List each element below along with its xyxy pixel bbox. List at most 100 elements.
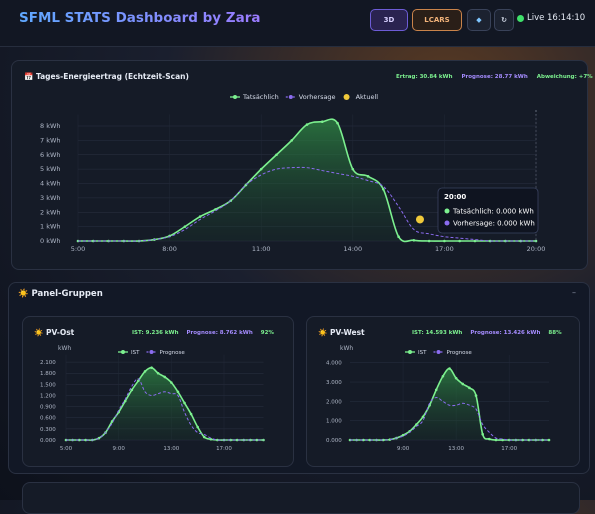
chart-title: ☀️ PV-Ost	[34, 328, 75, 337]
stats: IST: 9.236 kWh Prognose: 8.762 kWh 92%	[132, 330, 274, 336]
point	[361, 438, 365, 442]
area	[350, 368, 549, 441]
point	[351, 167, 355, 171]
point	[454, 376, 458, 380]
clock: 16:14:10	[547, 13, 586, 23]
y-tick-label: 1.800	[40, 371, 56, 377]
y-tick-label: 2 kWh	[40, 208, 61, 216]
tooltip-box	[437, 187, 539, 234]
stat: IST: 9.236 kWh	[132, 330, 179, 336]
stat: 92%	[260, 330, 274, 336]
y-tick-label: 0 kWh	[40, 237, 61, 245]
y-tick-label: 5 kWh	[40, 165, 61, 173]
x-tick-label: 5:00	[71, 245, 86, 253]
stat: Prognose: 28.77 kWh	[461, 74, 528, 80]
charts: 0 kWh 1 kWh 2 kWh 3 kWh 4 kWh 5 kWh 6 kWh 7 kWh…	[40, 93, 551, 452]
current-marker	[415, 215, 424, 224]
x-tick-label: 13:00	[448, 446, 464, 452]
point	[494, 438, 498, 442]
point	[458, 239, 461, 243]
y-tick-label: 1.500	[40, 382, 56, 388]
section-title: ☀️ Panel-Gruppen	[18, 289, 103, 299]
live-dot	[517, 15, 524, 22]
area	[66, 367, 264, 441]
legend-swatch	[121, 350, 125, 354]
x-tick-label: 13:00	[163, 446, 179, 452]
point	[488, 239, 492, 243]
stat: Abweichung: +7%	[536, 74, 593, 80]
y-tick-label: 1.000	[326, 419, 342, 425]
tooltip-swatch	[444, 208, 450, 214]
x-tick-label: 9:00	[112, 446, 125, 452]
stat: IST: 14.593 kWh	[412, 330, 463, 336]
y-tick-label: 0.000	[326, 438, 342, 444]
y-tick-label: 2.100	[40, 360, 56, 366]
chart-title: 📅 Tages-Energieertrag (Echtzeit-Scan)	[24, 72, 189, 81]
point	[320, 120, 324, 123]
3d-button[interactable]: 3D	[370, 9, 408, 31]
point	[473, 239, 477, 243]
point	[183, 401, 186, 405]
point	[198, 215, 202, 218]
live-label: Live	[527, 13, 545, 23]
y-tick-label: 6 kWh	[40, 151, 61, 159]
point	[183, 225, 187, 228]
tooltip-line: Vorhersage: 0.000 kWh	[453, 220, 535, 228]
point	[412, 238, 416, 242]
point	[488, 437, 491, 441]
point	[443, 239, 446, 243]
point	[421, 415, 425, 419]
point	[336, 121, 339, 125]
x-tick-label: 11:00	[252, 245, 271, 253]
legend-label: Aktuell	[356, 93, 379, 101]
legend-label: Prognose	[446, 350, 472, 356]
stat: Ertrag: 30.84 kWh	[396, 74, 453, 80]
point	[189, 412, 193, 416]
y-tick-label: 3 kWh	[40, 194, 61, 202]
collapse-button[interactable]: –	[572, 288, 576, 297]
point	[388, 438, 392, 441]
x-tick-label: 14:00	[343, 245, 362, 253]
y-axis-label: kWh	[58, 345, 71, 352]
tooltip-swatch	[444, 220, 450, 226]
chart-title: ☀️ PV-West	[318, 328, 365, 337]
y-axis-label: kWh	[340, 345, 353, 352]
point	[143, 370, 147, 373]
x-tick-label: 20:00	[527, 245, 546, 253]
point	[110, 420, 114, 423]
y-tick-label: 3.000	[326, 380, 342, 386]
point	[448, 367, 451, 370]
stat: 88%	[548, 330, 562, 336]
point	[255, 438, 259, 442]
theme-button[interactable]: ◆	[467, 9, 491, 31]
stats: Ertrag: 30.84 kWh Prognose: 28.77 kWh Ab…	[396, 74, 593, 80]
point	[156, 371, 160, 375]
refresh-button[interactable]: ↻	[494, 9, 514, 31]
series-line	[66, 378, 264, 441]
legend-label: IST	[418, 350, 427, 356]
legend-swatch	[343, 94, 350, 100]
x-tick-label: 17:00	[216, 446, 232, 452]
series-line	[350, 396, 549, 441]
point	[235, 438, 239, 442]
y-tick-label: 2.000	[326, 399, 342, 405]
y-tick-label: 1 kWh	[40, 223, 61, 231]
y-tick-label: 0.300	[40, 427, 56, 433]
point	[305, 123, 309, 126]
x-tick-label: 9:00	[397, 446, 410, 452]
point	[507, 438, 511, 442]
stats: IST: 14.593 kWh Prognose: 13.426 kWh 88%	[412, 330, 562, 336]
point	[382, 187, 385, 191]
point	[381, 438, 385, 442]
point	[481, 432, 484, 436]
tooltip-line: Tatsächlich: 0.000 kWh	[452, 208, 534, 216]
lcars-button[interactable]: LCARS	[412, 9, 462, 31]
point	[84, 438, 88, 442]
y-tick-label: 0.600	[40, 416, 56, 422]
point	[368, 438, 372, 442]
y-tick-label: 0.900	[40, 405, 56, 411]
y-tick-label: 8 kWh	[40, 122, 61, 130]
point	[527, 438, 531, 442]
point	[474, 394, 478, 397]
